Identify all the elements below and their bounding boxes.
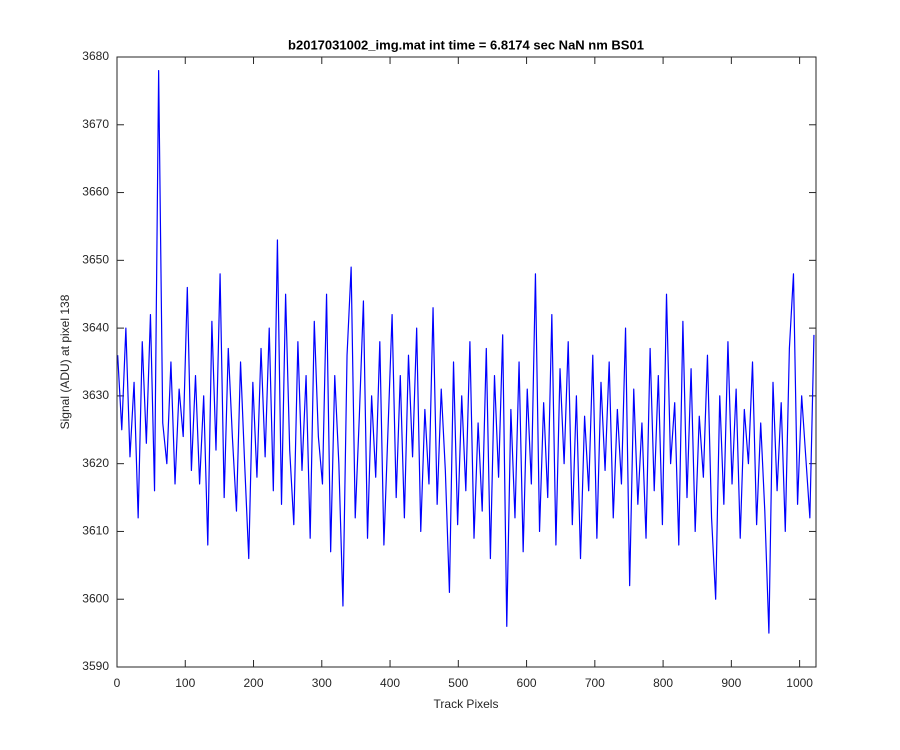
x-axis-label: Track Pixels bbox=[434, 697, 499, 711]
x-tick-label: 100 bbox=[175, 676, 195, 690]
x-tick-label: 600 bbox=[517, 676, 537, 690]
x-tick-label: 1000 bbox=[786, 676, 813, 690]
y-tick-label: 3590 bbox=[82, 659, 109, 673]
y-tick-label: 3620 bbox=[82, 456, 109, 470]
y-tick-label: 3670 bbox=[82, 117, 109, 131]
data-line bbox=[117, 69, 815, 634]
x-tick-label: 500 bbox=[448, 676, 468, 690]
chart-title: b2017031002_img.mat int time = 6.8174 se… bbox=[288, 37, 644, 52]
y-axis-label: Signal (ADU) at pixel 138 bbox=[58, 294, 72, 429]
y-tick-label: 3650 bbox=[82, 253, 109, 267]
y-tick-label: 3640 bbox=[82, 320, 109, 334]
axes-box bbox=[116, 56, 817, 668]
x-tick-label: 800 bbox=[653, 676, 673, 690]
x-tick-label: 0 bbox=[114, 676, 121, 690]
x-tick-label: 700 bbox=[585, 676, 605, 690]
y-tick-label: 3680 bbox=[82, 49, 109, 63]
y-tick-label: 3660 bbox=[82, 185, 109, 199]
x-tick-label: 900 bbox=[721, 676, 741, 690]
x-tick-label: 200 bbox=[244, 676, 264, 690]
x-tick-label: 400 bbox=[380, 676, 400, 690]
x-tick-label: 300 bbox=[312, 676, 332, 690]
y-tick-label: 3630 bbox=[82, 388, 109, 402]
y-tick-label: 3600 bbox=[82, 591, 109, 605]
y-tick-label: 3610 bbox=[82, 524, 109, 538]
